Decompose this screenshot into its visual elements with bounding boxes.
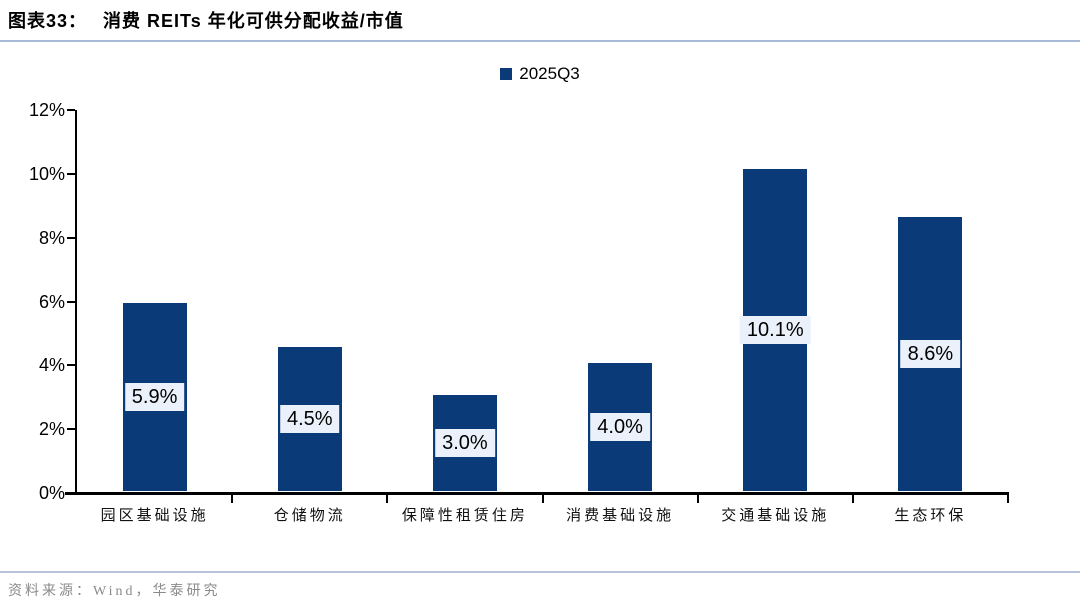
y-axis-tick (67, 428, 75, 431)
figure-title: 图表33： 消费 REITs 年化可供分配收益/市值 (0, 4, 1080, 42)
y-axis-tick-label: 12% (28, 100, 65, 120)
y-axis-tick (67, 364, 75, 367)
bar-value-label: 10.1% (739, 315, 811, 344)
y-axis-tick (67, 300, 75, 303)
x-axis-category-label: 交通基础设施 (721, 508, 830, 524)
chart-legend: 2025Q3 (0, 64, 1080, 84)
figure-title-text: 消费 REITs 年化可供分配收益/市值 (103, 11, 404, 31)
bar-value-label: 4.5% (279, 405, 340, 434)
x-axis-tick (541, 492, 544, 503)
y-axis-tick (67, 172, 75, 175)
x-axis-category-label: 仓储物流 (273, 508, 346, 524)
x-axis-tick (386, 492, 389, 503)
y-axis-tick-label: 6% (38, 291, 65, 312)
x-axis-category-label: 保障性租赁住房 (401, 508, 528, 524)
y-axis-line (75, 110, 77, 495)
plot-area: 0% 2% 4% 6% 8% 10% 12% 5.9% 园区基础设施 4.5% 仓储物流 3.0% 保障… (29, 100, 1009, 524)
legend-series-label: 2025Q3 (519, 64, 580, 83)
figure-number: 图表33： (8, 11, 88, 31)
y-axis-tick-label: 4% (38, 355, 65, 376)
figure-footer: 资料来源：Wind，华泰研究 (0, 571, 1080, 600)
bar-value-label: 3.0% (435, 429, 495, 458)
x-axis-tick (851, 492, 854, 503)
y-axis-tick (67, 109, 75, 111)
y-axis-tick-label: 10% (28, 163, 65, 184)
x-axis-tick (231, 492, 234, 503)
x-axis-category-label: 生态环保 (894, 508, 967, 524)
y-axis-tick (67, 492, 75, 494)
y-axis-tick-label: 2% (38, 419, 65, 440)
x-axis-category-label: 消费基础设施 (566, 508, 675, 524)
legend-swatch-icon (500, 68, 513, 80)
x-axis-tick (696, 492, 699, 503)
source-note: 资料来源：Wind，华泰研究 (8, 584, 221, 599)
y-axis-tick-label: 0% (38, 483, 65, 503)
x-axis-line (65, 492, 1008, 495)
x-axis-category-label: 园区基础设施 (100, 508, 209, 524)
x-axis-tick (1007, 492, 1009, 503)
y-axis-tick (67, 236, 75, 239)
bar-value-label: 4.0% (590, 413, 650, 442)
bar-value-label: 5.9% (124, 382, 185, 411)
y-axis-tick-label: 8% (38, 227, 65, 248)
bar-value-label: 8.6% (900, 339, 961, 368)
